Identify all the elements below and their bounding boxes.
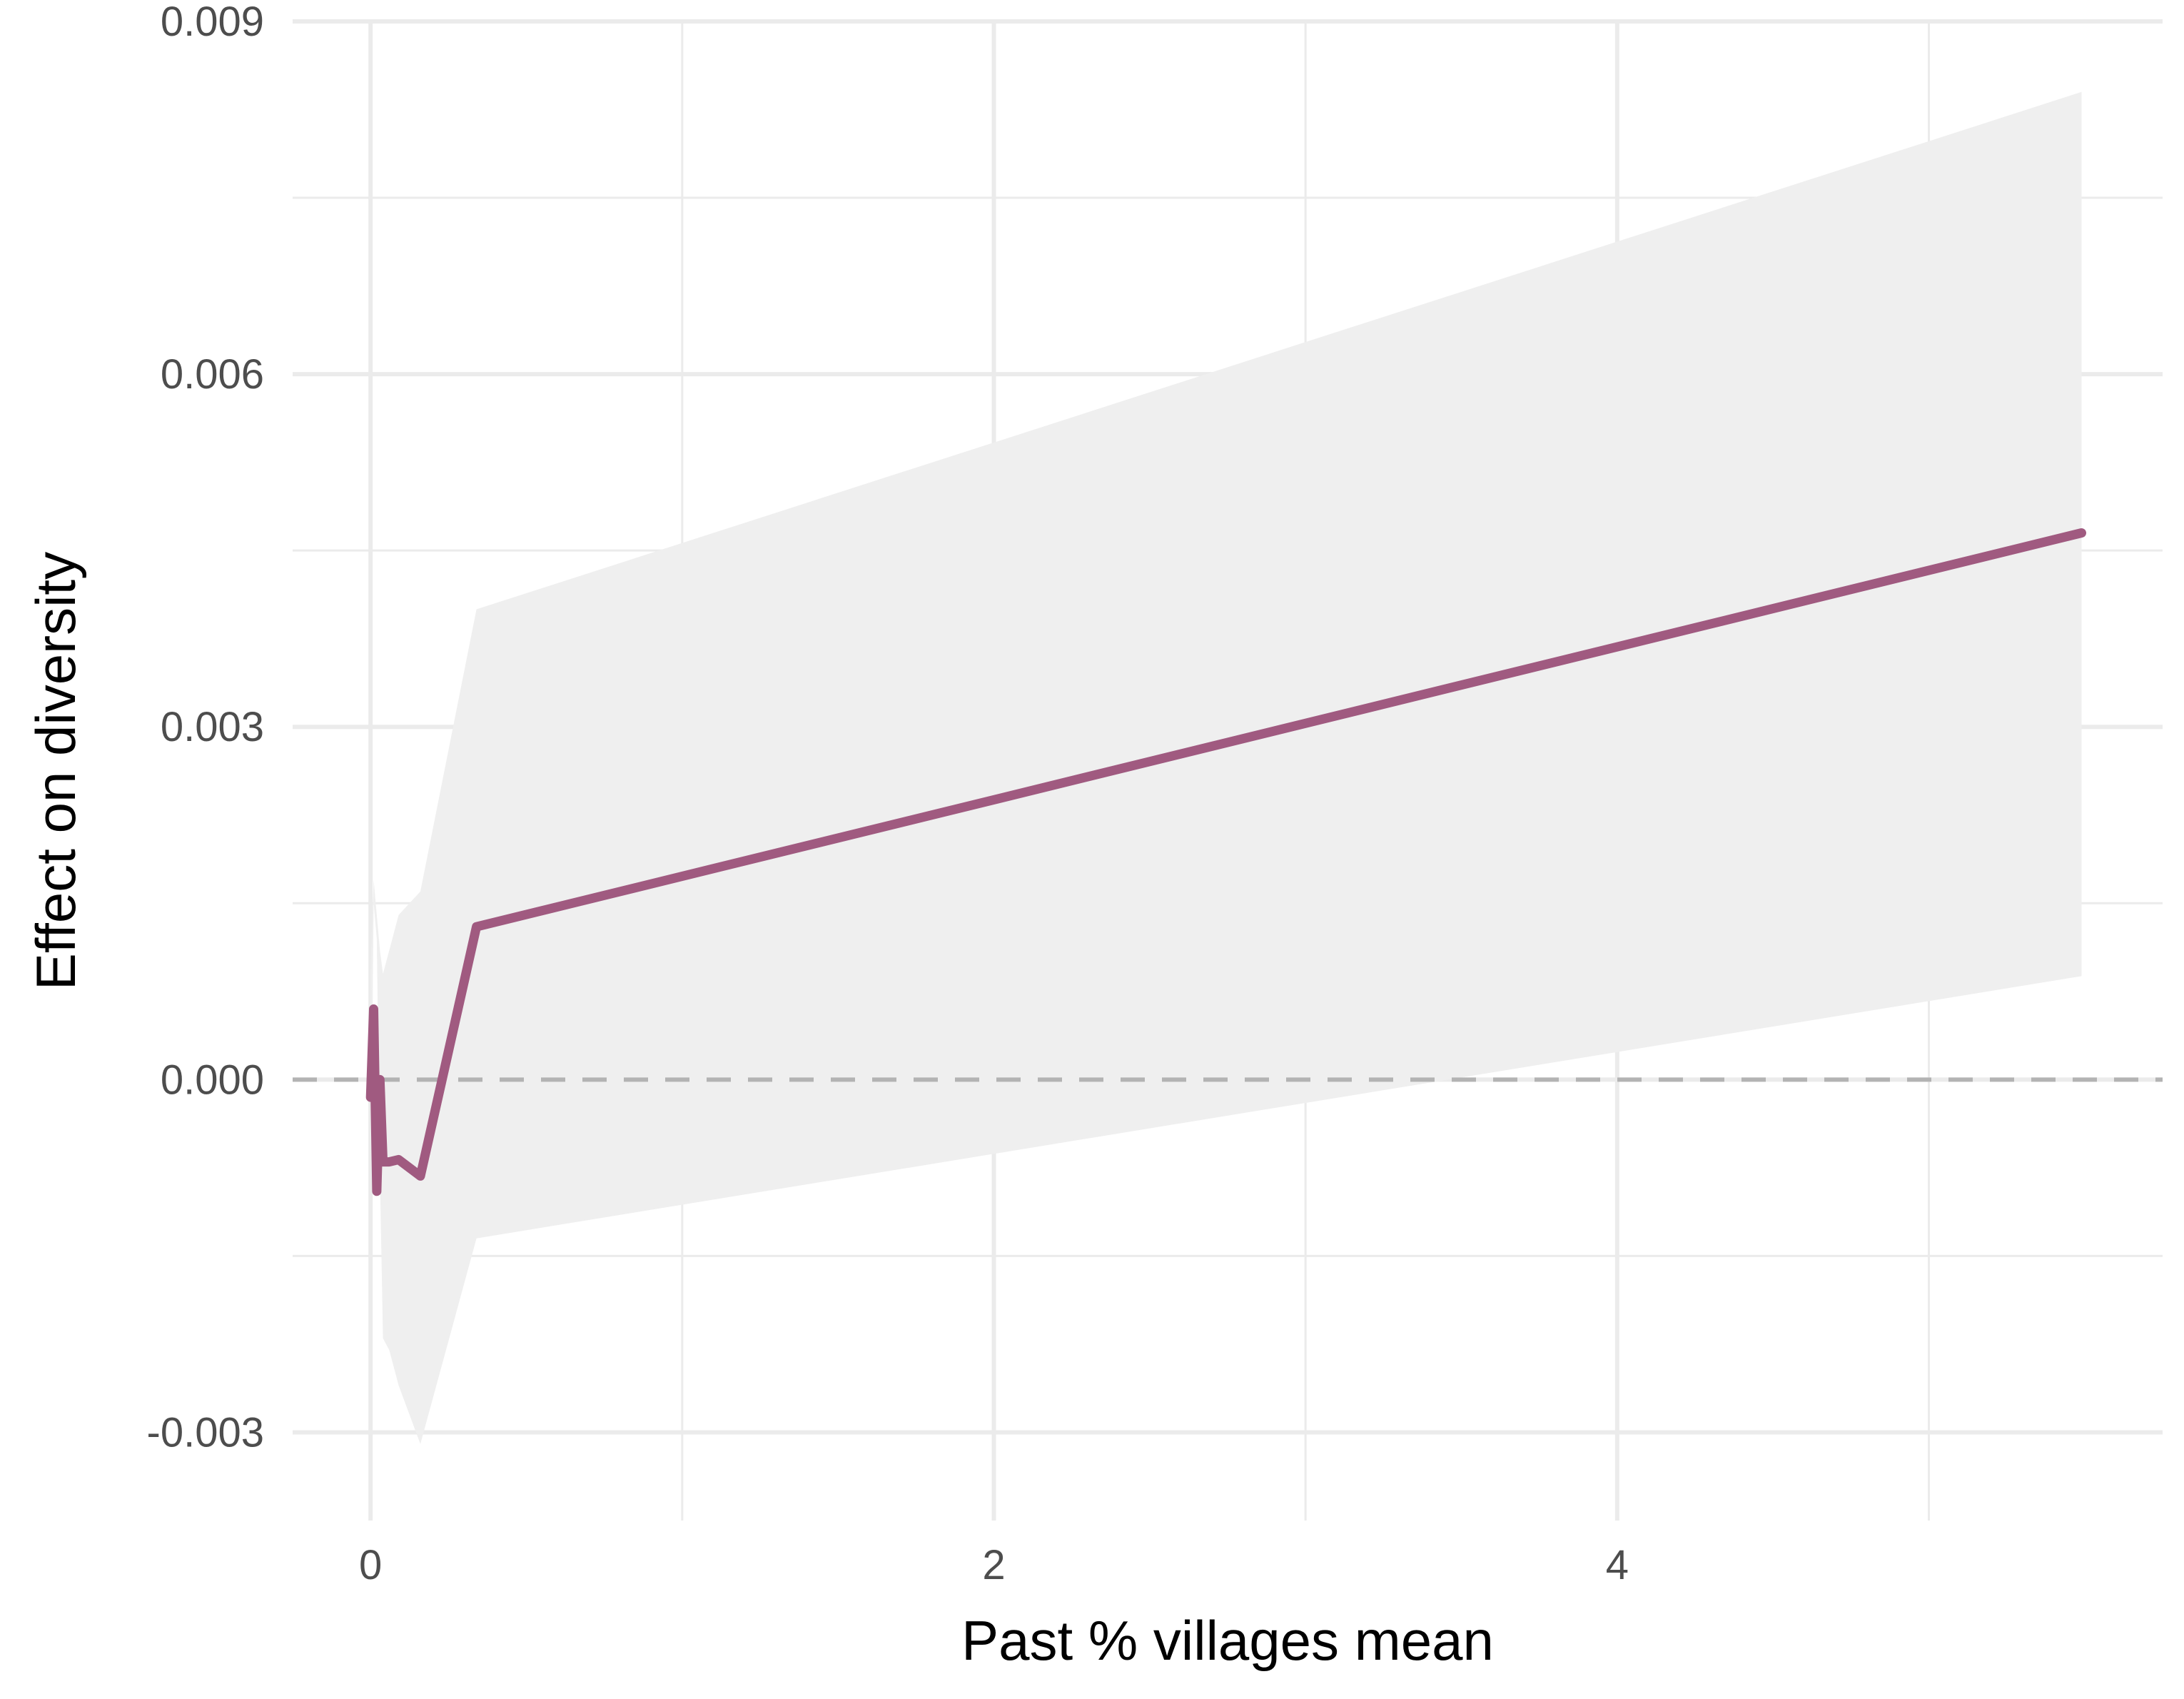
confidence-band — [370, 91, 2082, 1444]
y-tick-label: 0.000 — [161, 1057, 264, 1103]
series-line-layer — [365, 528, 2086, 1196]
x-tick-label: 4 — [1606, 1542, 1629, 1588]
y-tick-label: 0.009 — [161, 0, 264, 45]
x-axis-title: Past % villages mean — [961, 1609, 1494, 1672]
confidence-band-layer — [370, 91, 2082, 1444]
x-tick-label: 0 — [359, 1542, 382, 1588]
effect-line — [365, 528, 2086, 1196]
y-tick-label: 0.006 — [161, 351, 264, 398]
y-axis-title: Effect on diversity — [24, 552, 87, 990]
y-tick-label: 0.003 — [161, 704, 264, 750]
y-tick-label: -0.003 — [147, 1409, 264, 1456]
x-tick-label: 2 — [982, 1542, 1005, 1588]
y-axis-ticks: -0.003 0.000 0.003 0.006 0.009 — [147, 0, 264, 1456]
x-axis-ticks: 0 2 4 — [359, 1542, 1629, 1588]
